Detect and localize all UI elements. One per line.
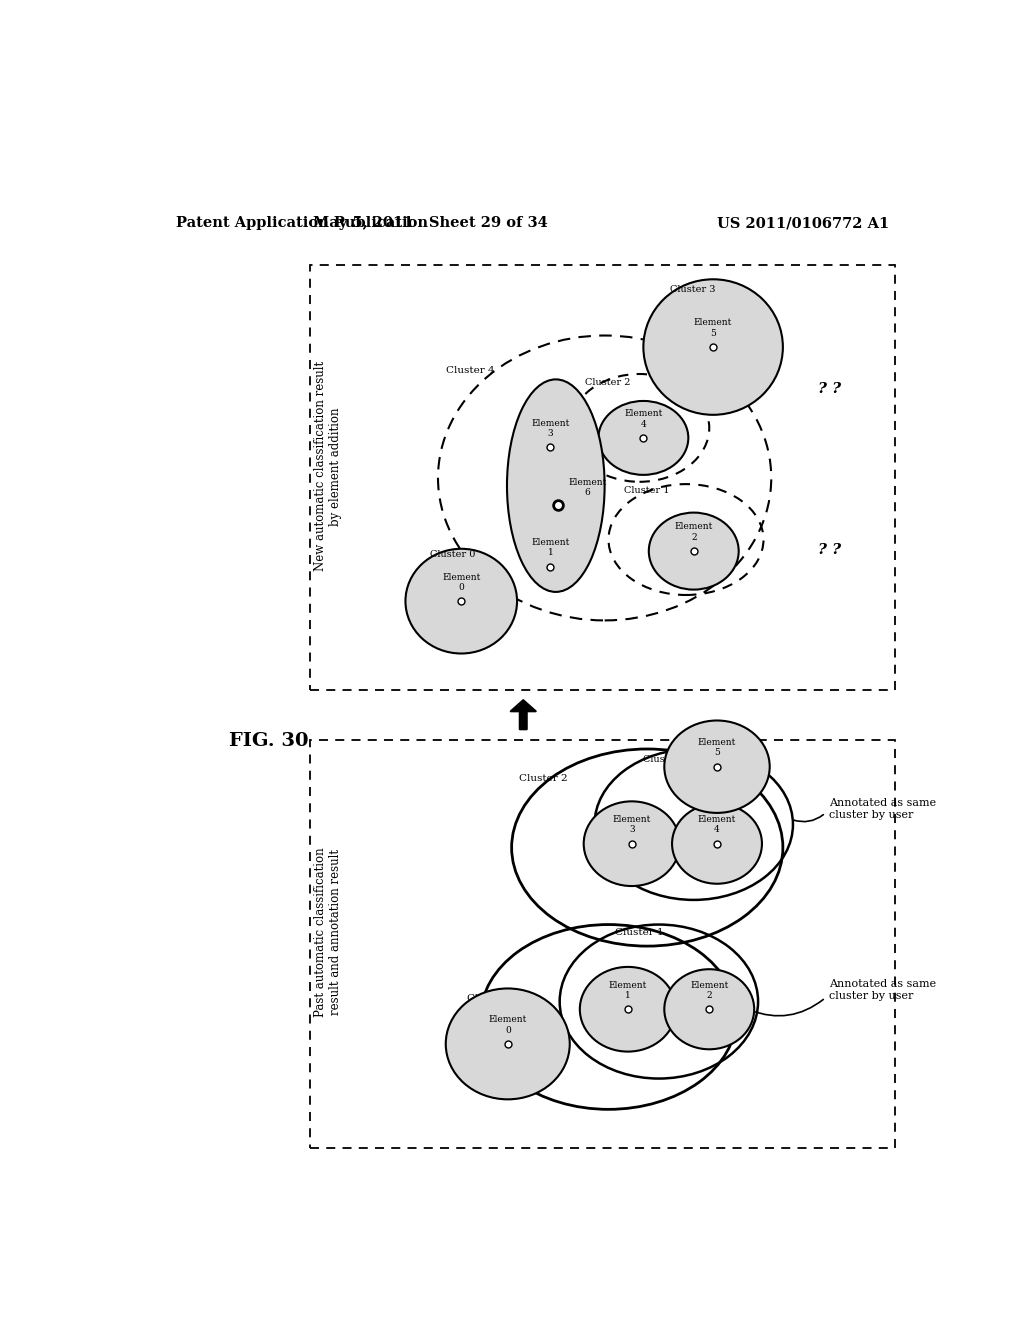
Text: Patent Application Publication: Patent Application Publication xyxy=(176,216,428,230)
Ellipse shape xyxy=(445,989,569,1100)
Text: Element
4: Element 4 xyxy=(697,814,736,834)
Text: Cluster 4: Cluster 4 xyxy=(445,367,495,375)
Text: ? ?: ? ? xyxy=(818,544,841,557)
Text: Element
3: Element 3 xyxy=(612,814,651,834)
Text: Element
1: Element 1 xyxy=(531,537,569,557)
Ellipse shape xyxy=(580,966,676,1052)
Text: Element
3: Element 3 xyxy=(531,418,569,438)
Text: Cluster 1: Cluster 1 xyxy=(614,928,664,937)
Text: US 2011/0106772 A1: US 2011/0106772 A1 xyxy=(717,216,889,230)
Ellipse shape xyxy=(643,280,783,414)
Text: Element
6: Element 6 xyxy=(568,478,606,498)
Text: FIG. 30: FIG. 30 xyxy=(228,733,308,750)
Text: Annotated as same
cluster by user: Annotated as same cluster by user xyxy=(829,799,937,820)
Text: May 5, 2011   Sheet 29 of 34: May 5, 2011 Sheet 29 of 34 xyxy=(313,216,548,230)
Text: Element
5: Element 5 xyxy=(697,738,736,758)
Text: Element
1: Element 1 xyxy=(608,981,647,1001)
Text: Element
0: Element 0 xyxy=(488,1015,527,1035)
Text: Cluster 0: Cluster 0 xyxy=(430,549,475,558)
Text: Element
4: Element 4 xyxy=(625,409,663,429)
Text: ? ?: ? ? xyxy=(818,381,841,396)
Ellipse shape xyxy=(672,804,762,884)
Text: Past automatic classification
result and annotation result: Past automatic classification result and… xyxy=(314,847,342,1018)
Text: Cluster 2: Cluster 2 xyxy=(519,775,568,783)
Text: Cluster 3: Cluster 3 xyxy=(643,755,689,764)
Ellipse shape xyxy=(584,801,680,886)
Text: Cluster 2: Cluster 2 xyxy=(586,378,631,387)
Text: Element
2: Element 2 xyxy=(675,523,713,543)
Text: New automatic classification result
by element addition: New automatic classification result by e… xyxy=(314,362,342,572)
Text: Cluster 3: Cluster 3 xyxy=(671,285,716,294)
Text: Element
5: Element 5 xyxy=(694,318,732,338)
Text: Annotated as same
cluster by user: Annotated as same cluster by user xyxy=(829,979,937,1001)
Ellipse shape xyxy=(649,512,738,590)
Text: Element
0: Element 0 xyxy=(442,573,480,591)
Bar xyxy=(310,264,895,689)
Text: Cluster 0: Cluster 0 xyxy=(467,994,516,1003)
Ellipse shape xyxy=(598,401,688,475)
Text: Cluster 1: Cluster 1 xyxy=(624,487,670,495)
Ellipse shape xyxy=(665,969,755,1049)
Text: Element
2: Element 2 xyxy=(690,981,728,1001)
Ellipse shape xyxy=(665,721,770,813)
Bar xyxy=(310,739,895,1148)
Ellipse shape xyxy=(507,379,604,591)
Ellipse shape xyxy=(406,549,517,653)
